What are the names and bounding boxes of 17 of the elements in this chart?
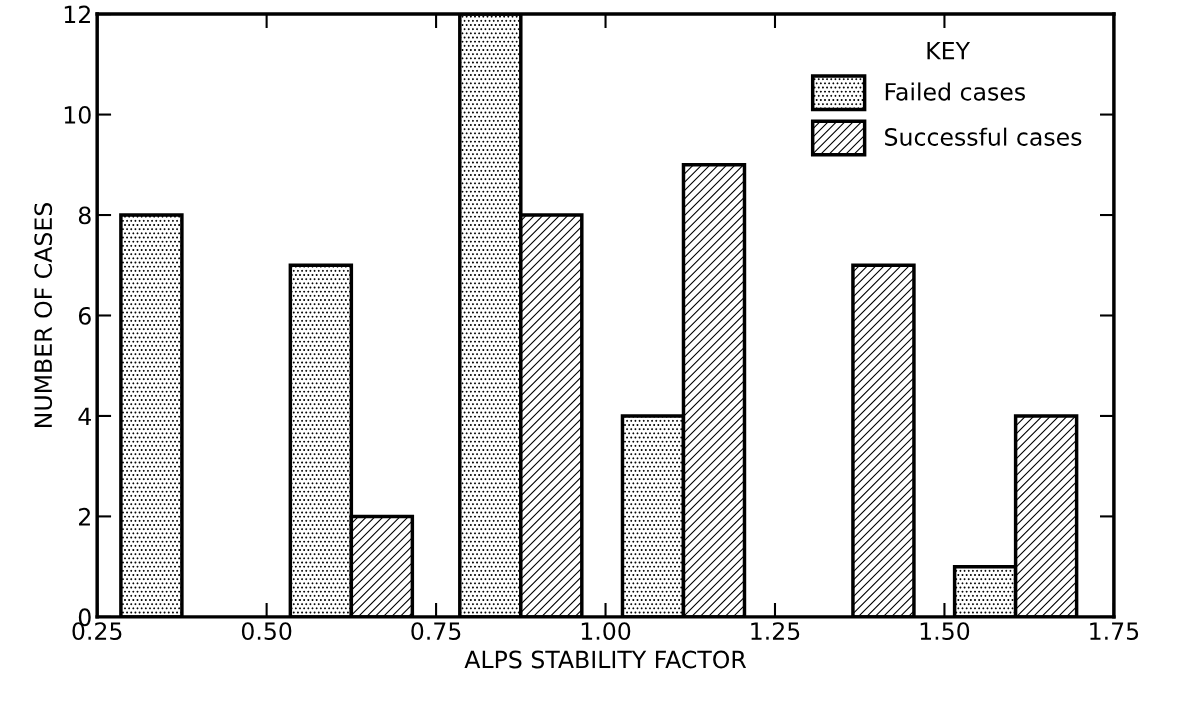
y-tick-label: 2 [79,507,90,526]
y-tick-label: 12 [64,5,90,24]
legend-title: KEY [927,42,971,60]
x-tick-label: 1.25 [751,622,800,641]
x-tick-label: 1.75 [1090,622,1139,641]
x-tick-label: 0.50 [241,622,292,641]
legend-label: Successful cases [885,127,1082,146]
x-axis-title: ALPS STABILITY FACTOR [464,650,747,669]
legend-label: Failed cases [885,82,1025,101]
x-tick-label: 0.75 [411,622,461,641]
y-axis-title: NUMBER OF CASES [34,203,53,427]
y-tick-label: 4 [78,407,91,425]
x-tick-label: 1.00 [581,622,631,641]
x-tick-label: 1.50 [920,622,970,641]
y-tick-label: 8 [78,206,91,225]
y-tick-label: 6 [78,306,91,325]
y-tick-label: 10 [64,106,91,124]
